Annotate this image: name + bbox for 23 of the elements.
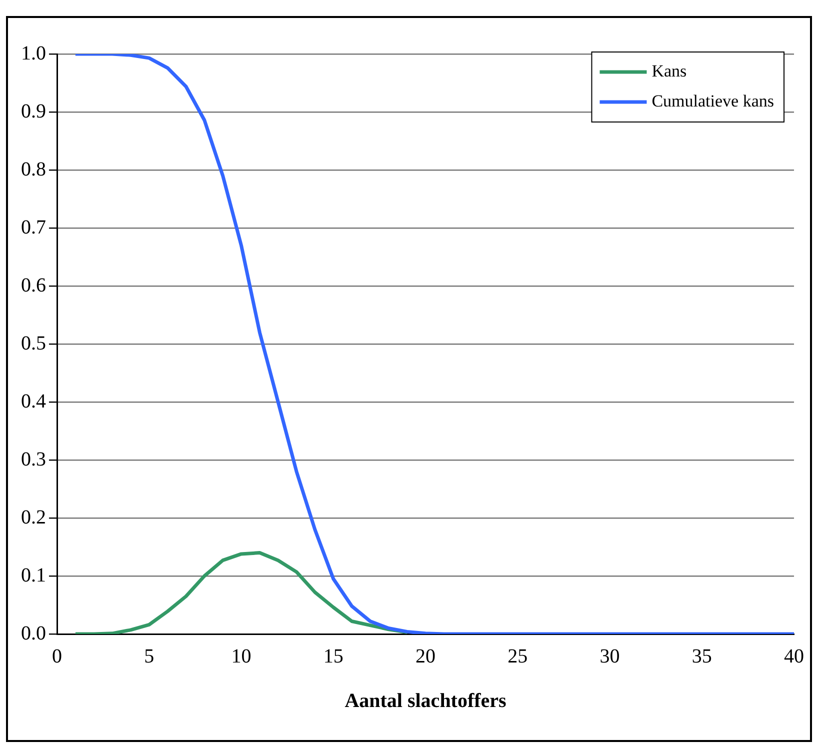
y-tick-label: 0.2 [21,506,46,528]
x-tick-label: 35 [692,645,712,668]
y-tick-label: 0.8 [21,158,46,180]
y-tick-label: 0.1 [21,564,46,586]
y-tick-label: 0.9 [21,100,46,122]
x-tick-label: 5 [144,645,154,668]
y-tick-label: 0.5 [21,332,46,354]
y-tick-label: 0.3 [21,448,46,470]
x-tick-label: 20 [416,645,436,668]
x-tick-label: 15 [323,645,344,668]
y-tick-label: 1.0 [21,42,46,64]
x-axis-title: Aantal slachtoffers [344,690,507,712]
x-tick-label: 30 [600,645,620,668]
y-tick-label: 0.7 [21,216,46,238]
y-tick-label: 0.6 [21,274,46,296]
x-tick-label: 25 [508,645,528,668]
legend-label: Kans [652,61,687,80]
legend-label: Cumulatieve kans [652,91,774,110]
y-tick-label: 0.4 [21,390,46,412]
x-tick-label: 10 [231,645,252,668]
y-tick-label: 0.0 [21,622,46,644]
x-tick-label: 0 [52,645,62,668]
x-tick-label: 40 [784,645,804,668]
